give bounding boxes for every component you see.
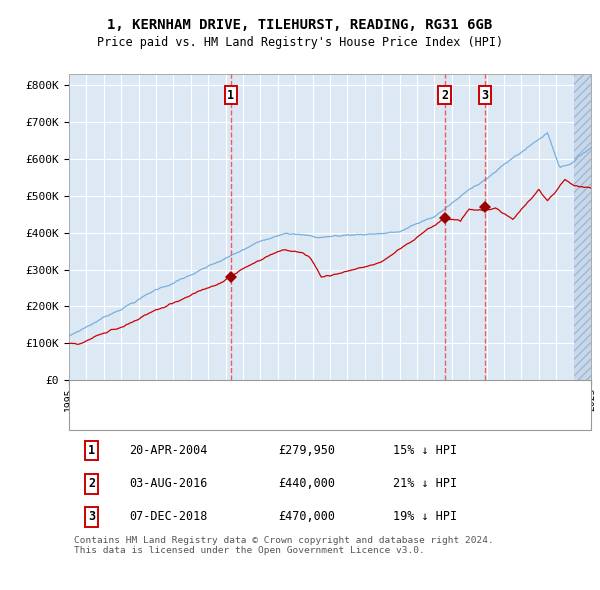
Text: 07-DEC-2018: 07-DEC-2018 [129,510,208,523]
Bar [574,74,591,381]
Text: 1, KERNHAM DRIVE, TILEHURST, READING, RG31 6GB (detached house): 1, KERNHAM DRIVE, TILEHURST, READING, RG… [131,390,541,400]
Text: 21% ↓ HPI: 21% ↓ HPI [392,477,457,490]
Text: 03-AUG-2016: 03-AUG-2016 [129,477,208,490]
Text: 2: 2 [441,88,448,101]
Text: 1: 1 [227,88,235,101]
Text: 15% ↓ HPI: 15% ↓ HPI [392,444,457,457]
Text: 1: 1 [88,444,95,457]
Text: Contains HM Land Registry data © Crown copyright and database right 2024.
This d: Contains HM Land Registry data © Crown c… [74,536,494,555]
Text: HPI: Average price, detached house, West Berkshire: HPI: Average price, detached house, West… [131,414,457,424]
Text: Price paid vs. HM Land Registry's House Price Index (HPI): Price paid vs. HM Land Registry's House … [97,36,503,49]
Text: 1, KERNHAM DRIVE, TILEHURST, READING, RG31 6GB: 1, KERNHAM DRIVE, TILEHURST, READING, RG… [107,18,493,32]
Text: 3: 3 [88,510,95,523]
Text: 2: 2 [88,477,95,490]
Text: 3: 3 [482,88,489,101]
Text: 19% ↓ HPI: 19% ↓ HPI [392,510,457,523]
Bar [574,74,591,381]
Text: £440,000: £440,000 [278,477,335,490]
Text: £279,950: £279,950 [278,444,335,457]
Text: 20-APR-2004: 20-APR-2004 [129,444,208,457]
Text: £470,000: £470,000 [278,510,335,523]
